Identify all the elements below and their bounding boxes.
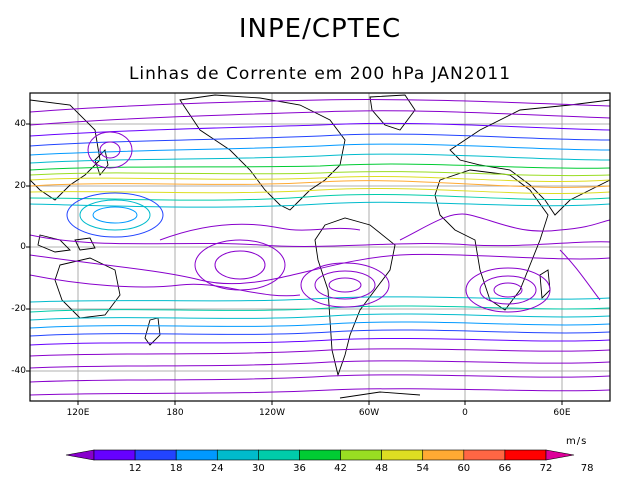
x-tick-label: 120E (66, 408, 90, 418)
y-tick-label: -40 (11, 366, 26, 376)
streamlines (30, 99, 610, 396)
colorbar-segment (422, 449, 465, 461)
colorbar-tick-label: 48 (375, 463, 388, 474)
x-tick-label: 60E (553, 408, 571, 418)
colorbar-segment (504, 449, 547, 461)
colorbar-segment (93, 449, 136, 461)
x-tick-label: 0 (462, 408, 468, 418)
colorbar-segment (381, 449, 424, 461)
colorbar-units: m/s (566, 436, 588, 447)
colorbar-tick-label: 54 (416, 463, 430, 474)
colorbar-tick-label: 42 (334, 463, 347, 474)
colorbar-tick-label: 12 (128, 463, 142, 474)
colorbar-segment (216, 449, 259, 461)
colorbar (65, 449, 575, 461)
colorbar-segment (65, 449, 95, 461)
x-tick-label: 60W (358, 408, 380, 418)
y-tick-label: -20 (11, 304, 26, 314)
colorbar-tick-label: 36 (293, 463, 306, 474)
x-tick-label: 180 (166, 408, 184, 418)
y-tick-label: 0 (20, 242, 26, 252)
colorbar-segment (258, 449, 300, 461)
colorbar-tick-label: 72 (539, 463, 553, 474)
colorbar-tick-label: 18 (169, 463, 183, 474)
colorbar-segment (134, 449, 177, 461)
map-title: INPE/CPTEC (238, 14, 402, 44)
colorbar-tick-label: 24 (210, 463, 224, 474)
y-tick-label: 40 (14, 119, 26, 129)
colorbar-segment (545, 449, 575, 461)
map-subtitle: Linhas de Corrente em 200 hPa JAN2011 (128, 64, 512, 84)
colorbar-tick-label: 30 (251, 463, 265, 474)
colorbar-segment (340, 449, 382, 461)
colorbar-segment (175, 449, 218, 461)
x-tick-label: 120W (258, 408, 286, 418)
y-tick-label: 20 (14, 181, 26, 191)
colorbar-tick-label: 78 (580, 463, 594, 474)
colorbar-tick-label: 60 (457, 463, 471, 474)
colorbar-tick-label: 66 (498, 463, 512, 474)
colorbar-segment (463, 449, 506, 461)
colorbar-segment (299, 449, 341, 461)
